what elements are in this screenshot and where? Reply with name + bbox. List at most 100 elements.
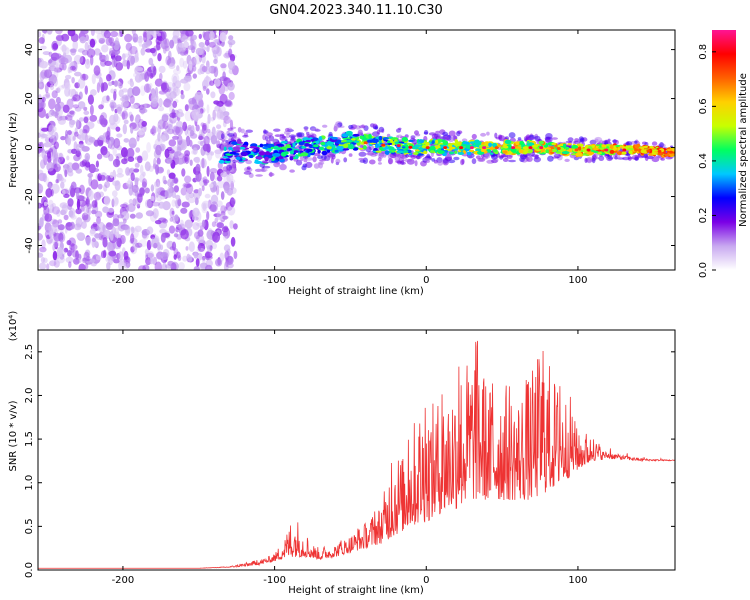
heatmap-noise-cell <box>216 210 222 221</box>
x-tick-label: -200 <box>112 575 135 586</box>
heatmap-halo-cell <box>480 132 487 137</box>
heatmap-noise-cell <box>183 82 191 92</box>
heatmap-noise-cell <box>204 251 213 259</box>
heatmap-ridge-cell <box>561 151 570 155</box>
heatmap-noise-cell <box>222 230 229 237</box>
heatmap-noise-cell <box>39 246 47 253</box>
heatmap-ridge-cell <box>489 152 494 155</box>
heatmap-noise-cell <box>198 98 204 110</box>
heatmap-noise-cell <box>214 39 221 49</box>
heatmap-halo-cell <box>274 134 282 138</box>
heatmap-noise-cell <box>132 243 138 251</box>
heatmap-halo-cell <box>322 124 328 128</box>
heatmap-noise-cell <box>48 59 53 64</box>
heatmap-noise-cell <box>72 135 76 141</box>
heatmap-ridge-cell <box>350 138 356 141</box>
heatmap-ridge-cell <box>591 145 595 148</box>
heatmap-noise-cell <box>140 85 146 97</box>
heatmap-noise-cell <box>191 215 196 221</box>
heatmap-ridge-cell <box>357 147 364 150</box>
heatmap-noise-cell <box>88 189 94 201</box>
heatmap-halo-cell <box>528 137 535 141</box>
heatmap-noise-cell <box>194 156 201 164</box>
heatmap-halo-cell <box>255 174 263 177</box>
heatmap-noise-cell <box>43 205 50 216</box>
heatmap-halo-cell <box>460 159 465 166</box>
heatmap-noise-cell <box>73 258 80 265</box>
heatmap-halo-cell <box>436 136 443 139</box>
heatmap-ridge-cell <box>292 142 296 147</box>
heatmap-halo-cell <box>573 140 581 144</box>
heatmap-noise-cell <box>87 94 94 105</box>
heatmap-noise-cell <box>176 158 185 165</box>
heatmap-noise-cell <box>53 67 63 73</box>
heatmap-halo-cell <box>397 134 403 138</box>
heatmap-halo-cell <box>313 163 320 169</box>
heatmap-noise-cell <box>176 134 183 146</box>
heatmap-noise-cell <box>180 90 184 95</box>
heatmap-noise-cell <box>191 56 197 67</box>
heatmap-noise-cell <box>202 85 207 92</box>
heatmap-noise-cell <box>79 56 86 65</box>
heatmap-noise-cell <box>121 225 130 231</box>
heatmap-noise-cell <box>50 84 54 91</box>
heatmap-halo-cell <box>369 159 376 165</box>
heatmap-ridge-cell <box>280 140 288 144</box>
heatmap-noise-cell <box>43 142 53 148</box>
heatmap-noise-cell <box>46 161 55 172</box>
heatmap-noise-cell <box>149 47 156 54</box>
heatmap-noise-cell <box>158 106 165 112</box>
heatmap-noise-cell <box>55 34 64 41</box>
heatmap-noise-cell <box>75 250 79 260</box>
snr-x-ticks: -200 -100 0 100 <box>112 330 587 586</box>
heatmap-noise-cell <box>48 98 56 110</box>
heatmap-ridge-cell <box>317 149 321 154</box>
heatmap-noise-cell <box>216 222 224 229</box>
heatmap-noise-cell <box>204 39 210 46</box>
heatmap-noise-cell <box>39 60 48 69</box>
heatmap-noise-cell <box>121 211 130 221</box>
heatmap-noise-cell <box>215 258 223 267</box>
heatmap-noise-cell <box>57 224 65 231</box>
heatmap-noise-cell <box>44 83 49 94</box>
heatmap-ridge-cell <box>231 141 238 145</box>
heatmap-noise-cell <box>113 80 118 87</box>
heatmap-noise-cell <box>38 81 42 88</box>
heatmap-noise-cell <box>224 185 230 194</box>
heatmap-noise-cell <box>80 73 89 81</box>
heatmap-noise-cell <box>75 150 81 157</box>
heatmap-noise-cell <box>164 189 173 198</box>
heatmap-noise-cell <box>152 65 157 76</box>
heatmap-noise-cell <box>166 81 175 90</box>
heatmap-noise-cell <box>45 176 49 186</box>
heatmap-noise-cell <box>141 150 149 161</box>
heatmap-noise-cell <box>134 162 140 168</box>
heatmap-ridge-cell <box>293 150 299 153</box>
heatmap-ridge-cell <box>285 144 292 149</box>
heatmap-noise-cell <box>181 168 186 177</box>
heatmap-noise-cell <box>128 198 134 205</box>
heatmap-ridge-cell <box>449 151 455 155</box>
heatmap-noise-cell <box>228 48 233 58</box>
heatmap-noise-cell <box>222 120 227 128</box>
heatmap-noise-cell <box>202 143 210 152</box>
heatmap-ridge-cell <box>601 144 607 148</box>
heatmap-halo-cell <box>240 128 245 134</box>
heatmap-ridge-cell <box>223 146 227 151</box>
heatmap-halo-cell <box>305 157 313 161</box>
heatmap-noise-cell <box>148 165 154 172</box>
heatmap-noise-cell <box>38 183 44 194</box>
heatmap-halo-cell <box>586 156 593 164</box>
heatmap-peak-cell <box>494 146 499 150</box>
heatmap-noise-cell <box>229 187 237 195</box>
heatmap-noise-cell <box>168 63 176 70</box>
heatmap-halo-cell <box>544 136 551 141</box>
heatmap-halo-cell <box>343 157 348 163</box>
heatmap-noise-cell <box>105 54 109 63</box>
heatmap-noise-cell <box>56 158 61 168</box>
heatmap-peak-cell <box>396 144 401 148</box>
heatmap-noise-cell <box>80 205 85 212</box>
heatmap-noise-cell <box>58 152 64 162</box>
heatmap-noise-cell <box>135 147 141 153</box>
heatmap-noise-cell <box>182 182 191 189</box>
